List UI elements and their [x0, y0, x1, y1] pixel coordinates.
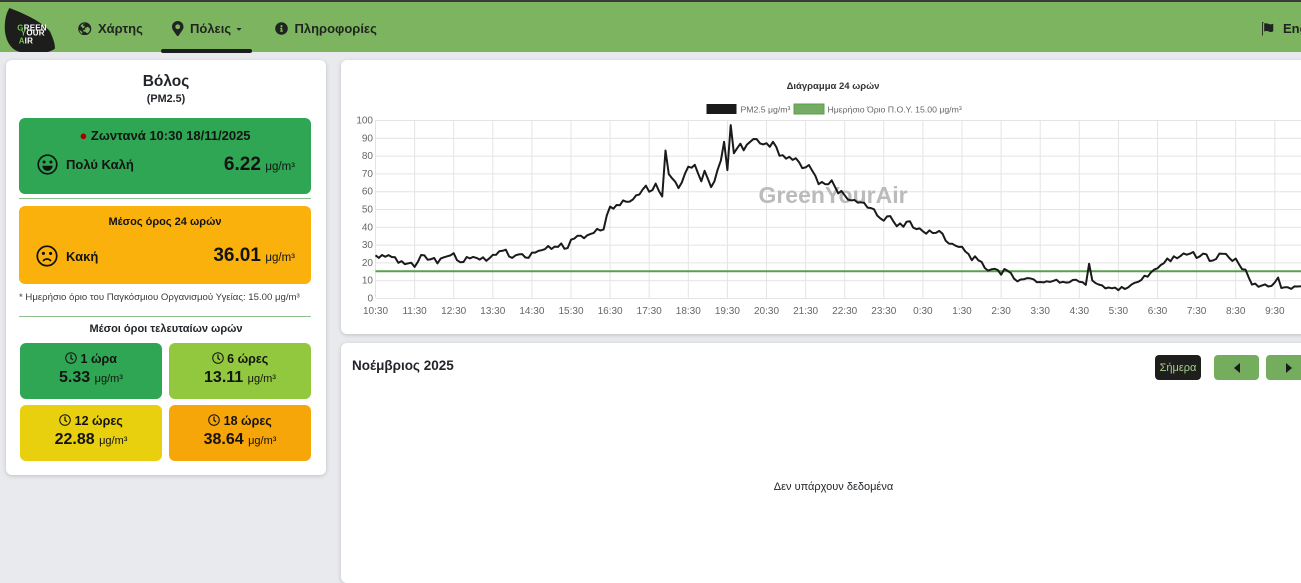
svg-text:80: 80 [362, 151, 374, 162]
svg-text:40: 40 [362, 222, 374, 233]
svg-text:11:30: 11:30 [402, 306, 427, 317]
svg-text:AIR: AIR [19, 37, 33, 46]
svg-text:1:30: 1:30 [952, 306, 972, 317]
svg-text:13:30: 13:30 [480, 306, 505, 317]
svg-text:GREEN: GREEN [17, 23, 46, 32]
svg-text:GreenYourAir: GreenYourAir [758, 182, 907, 208]
svg-text:70: 70 [362, 169, 374, 180]
svg-text:5:30: 5:30 [1109, 306, 1129, 317]
svg-text:30: 30 [362, 240, 374, 251]
svg-text:Διάγραμμα 24 ωρών: Διάγραμμα 24 ωρών [787, 81, 880, 92]
svg-text:20:30: 20:30 [754, 306, 779, 317]
svg-text:23:30: 23:30 [871, 306, 896, 317]
svg-text:3:30: 3:30 [1030, 306, 1050, 317]
svg-text:14:30: 14:30 [519, 306, 544, 317]
svg-text:90: 90 [362, 133, 374, 144]
svg-text:Ημερήσιο Όριο Π.Ο.Υ. 15.00 μg/: Ημερήσιο Όριο Π.Ο.Υ. 15.00 μg/m³ [828, 105, 962, 115]
svg-text:7:30: 7:30 [1187, 306, 1207, 317]
svg-text:6:30: 6:30 [1148, 306, 1168, 317]
svg-text:10:30: 10:30 [363, 306, 388, 317]
svg-text:PM2.5 μg/m³: PM2.5 μg/m³ [741, 105, 791, 115]
svg-text:19:30: 19:30 [715, 306, 740, 317]
svg-text:12:30: 12:30 [441, 306, 466, 317]
svg-text:16:30: 16:30 [598, 306, 623, 317]
svg-text:22:30: 22:30 [832, 306, 857, 317]
svg-text:9:30: 9:30 [1265, 306, 1285, 317]
svg-text:0: 0 [367, 294, 373, 305]
svg-text:15:30: 15:30 [558, 306, 583, 317]
svg-text:50: 50 [362, 205, 374, 216]
svg-text:18:30: 18:30 [676, 306, 701, 317]
svg-text:20: 20 [362, 258, 374, 269]
svg-text:10: 10 [362, 276, 374, 287]
svg-text:21:30: 21:30 [793, 306, 818, 317]
svg-text:2:30: 2:30 [991, 306, 1011, 317]
svg-text:8:30: 8:30 [1226, 306, 1246, 317]
svg-text:0:30: 0:30 [913, 306, 933, 317]
svg-text:100: 100 [356, 116, 373, 127]
svg-text:4:30: 4:30 [1070, 306, 1090, 317]
svg-text:YOUR: YOUR [21, 29, 45, 38]
svg-text:60: 60 [362, 187, 374, 198]
svg-text:17:30: 17:30 [637, 306, 662, 317]
